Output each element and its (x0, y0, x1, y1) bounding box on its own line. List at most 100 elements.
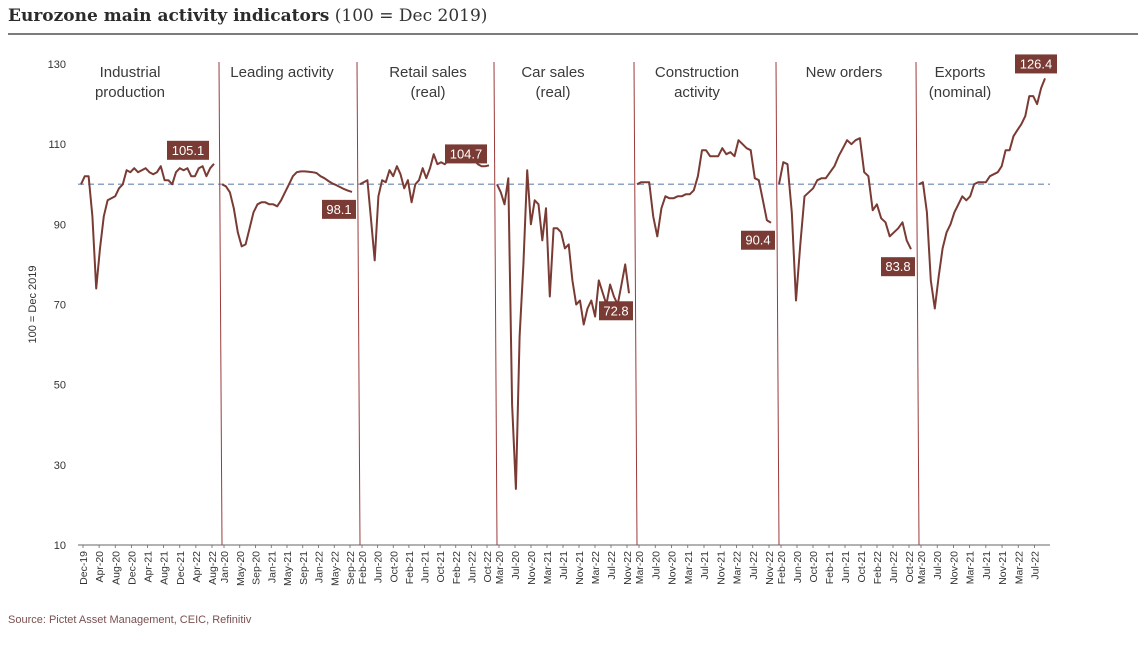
series-line (359, 153, 490, 262)
source-note: Source: Pictet Asset Management, CEIC, R… (8, 614, 252, 626)
x-tick-label: Oct-21 (856, 551, 868, 583)
x-tick-label: Dec-19 (78, 551, 90, 585)
y-tick-label: 30 (54, 460, 66, 472)
last-value-label: 83.8 (885, 259, 910, 274)
x-tick-label: Jul-20 (510, 551, 522, 580)
x-tick-label: Nov-21 (715, 551, 727, 585)
x-tick-label: Mar-21 (683, 551, 695, 584)
last-value-label-bg (322, 199, 356, 219)
y-tick-label: 70 (54, 300, 66, 312)
x-tick-label: Aug-20 (110, 551, 122, 585)
x-tick-label: Jun-21 (420, 551, 432, 583)
x-tick-label: Oct-21 (435, 551, 447, 583)
x-tick-label: Mar-20 (634, 551, 646, 584)
x-tick-label: Nov-20 (526, 551, 538, 585)
title-rule (8, 33, 1138, 35)
x-tick-label: May-20 (235, 551, 247, 586)
x-tick-label: Apr-21 (143, 551, 155, 583)
x-tick-label: May-21 (282, 551, 294, 586)
last-value-label: 105.1 (172, 143, 205, 158)
panel-title: (real) (535, 84, 570, 101)
y-tick-label: 130 (48, 59, 66, 71)
panel-title: (nominal) (929, 84, 992, 101)
x-tick-label: Sep-21 (298, 551, 310, 585)
y-tick-label: 90 (54, 219, 66, 231)
x-tick-label: Jul-21 (981, 551, 993, 580)
x-tick-label: Apr-20 (94, 551, 106, 583)
x-tick-label: Mar-21 (542, 551, 554, 584)
x-tick-label: Jul-20 (650, 551, 662, 580)
x-tick-label: Mar-22 (590, 551, 602, 584)
chart-title: Eurozone main activity indicators (100 =… (8, 6, 1138, 26)
x-tick-label: Feb-21 (824, 551, 836, 584)
x-tick-label: Apr-22 (191, 551, 203, 583)
panel-title: activity (674, 84, 720, 101)
x-tick-label: Mar-21 (965, 551, 977, 584)
x-tick-label: Oct-22 (904, 551, 916, 583)
y-tick-label: 10 (54, 540, 66, 552)
x-tick-label: Jul-22 (606, 551, 618, 580)
x-tick-label: Jan-21 (266, 551, 278, 583)
x-tick-label: Nov-21 (997, 551, 1009, 585)
last-value-label-bg (881, 257, 915, 277)
y-axis-label: 100 = Dec 2019 (27, 266, 39, 344)
x-tick-label: Mar-22 (732, 551, 744, 584)
panel-title: (real) (410, 84, 445, 101)
panel-separator (356, 61, 361, 546)
panel-title: production (95, 84, 165, 101)
x-tick-label: Feb-20 (357, 551, 369, 584)
x-tick-label: Feb-21 (404, 551, 416, 584)
x-tick-label: Dec-20 (126, 551, 138, 585)
panel-title: Car sales (521, 64, 584, 81)
series-line (221, 170, 353, 248)
last-value-label-bg (1015, 54, 1057, 74)
panel-title: Exports (935, 64, 986, 81)
x-tick-label: Jul-22 (748, 551, 760, 580)
x-tick-label: Sep-22 (345, 551, 357, 585)
x-tick-label: Feb-22 (451, 551, 463, 584)
x-tick-label: Mar-20 (916, 551, 928, 584)
x-tick-label: Nov-22 (622, 551, 634, 585)
series-line (918, 78, 1046, 310)
panel-title: Industrial (100, 64, 161, 81)
x-tick-label: Jun-22 (466, 551, 478, 583)
series-line (496, 169, 630, 490)
last-value-label: 104.7 (450, 146, 483, 161)
x-tick-label: Jul-20 (932, 551, 944, 580)
x-tick-label: Mar-22 (1013, 551, 1025, 584)
y-tick-label: 50 (54, 380, 66, 392)
last-value-label-bg (741, 230, 775, 250)
x-tick-label: Aug-21 (159, 551, 171, 585)
panel-title: New orders (806, 64, 883, 81)
x-tick-label: Nov-22 (764, 551, 776, 585)
series-line (636, 139, 772, 238)
panel-separator (915, 61, 920, 546)
x-tick-label: Jul-21 (558, 551, 570, 580)
x-tick-label: Nov-20 (948, 551, 960, 585)
last-value-label: 72.8 (603, 303, 628, 318)
x-tick-label: Jan-22 (314, 551, 326, 583)
x-tick-label: Nov-21 (574, 551, 586, 585)
x-tick-label: Nov-20 (667, 551, 679, 585)
last-value-label: 126.4 (1020, 56, 1053, 71)
last-value-label: 90.4 (745, 233, 770, 248)
panel-title: Construction (655, 64, 739, 81)
x-tick-label: Feb-22 (872, 551, 884, 584)
x-tick-label: Mar-20 (494, 551, 506, 584)
x-tick-label: Sep-20 (251, 551, 263, 585)
x-tick-label: Jun-22 (888, 551, 900, 583)
x-tick-label: Jan-20 (219, 551, 231, 583)
last-value-label-bg (445, 144, 487, 164)
x-tick-label: Oct-20 (388, 551, 400, 583)
last-value-label: 98.1 (326, 202, 351, 217)
panel-title: Retail sales (389, 64, 467, 81)
series-line (778, 137, 912, 302)
panel-title: Leading activity (230, 64, 334, 81)
panel-separator (493, 61, 498, 546)
x-tick-label: Aug-22 (207, 551, 219, 585)
x-tick-label: May-22 (329, 551, 341, 586)
x-tick-label: Dec-21 (175, 551, 187, 585)
x-tick-label: Jul-22 (1029, 551, 1041, 580)
x-tick-label: Oct-22 (482, 551, 494, 583)
x-tick-label: Oct-20 (808, 551, 820, 583)
